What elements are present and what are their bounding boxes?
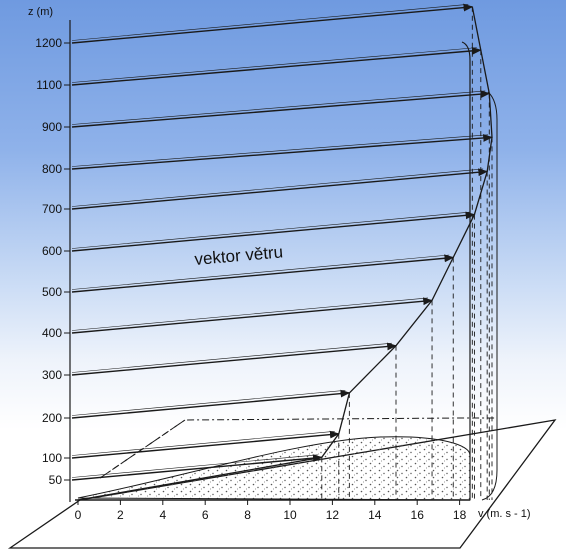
v-tick-label: 12 <box>326 508 340 522</box>
wind-vector <box>71 3 474 44</box>
wind-vector-shadow <box>71 134 489 167</box>
wind-vector-label: vektor větru <box>194 242 284 269</box>
z-tick-label: 100 <box>42 451 62 465</box>
v-tick-label: 10 <box>283 508 297 522</box>
wind-vector <box>71 134 493 170</box>
v-tick-label: 16 <box>411 508 425 522</box>
wind-vector-shadow <box>71 390 346 416</box>
wind-vector-shadow <box>71 90 486 125</box>
wind-vector <box>71 342 397 376</box>
v-tick-label: 0 <box>75 508 82 522</box>
z-tick-label: 200 <box>42 411 62 425</box>
z-tick-label: 500 <box>42 285 62 299</box>
profile-ribbon-edge <box>461 41 471 500</box>
wind-vector <box>71 168 489 210</box>
wind-vector <box>71 430 340 459</box>
z-tick-label: 300 <box>42 368 62 382</box>
z-tick-label: 50 <box>49 473 63 487</box>
v-tick-label: 8 <box>244 508 251 522</box>
wind-vector-shadow <box>71 168 484 207</box>
wind-vector <box>71 90 491 128</box>
z-tick-label: 1100 <box>36 78 62 92</box>
v-tick-label: 18 <box>453 508 467 522</box>
wind-vector <box>71 389 351 419</box>
v-tick-label: 4 <box>159 508 166 522</box>
wind-vector-shadow <box>71 211 471 249</box>
ground-stipple <box>77 436 471 501</box>
z-tick-label: 400 <box>42 326 62 340</box>
v-axis-label: v (m. s - 1) <box>478 508 531 520</box>
wind-vector-shadow <box>71 297 429 331</box>
wind-vector <box>71 211 476 252</box>
wind-vector <box>71 454 323 481</box>
wind-vector <box>71 46 482 86</box>
wind-profile-curve <box>77 6 493 501</box>
wind-vector-shadow <box>71 431 335 456</box>
wind-vector-shadow <box>71 3 469 41</box>
z-tick-label: 1200 <box>35 36 62 50</box>
z-tick-label: 900 <box>42 120 62 134</box>
wind-vector-shadow <box>71 454 318 478</box>
wind-vector-shadow <box>71 254 450 290</box>
z-tick-label: 600 <box>42 244 62 258</box>
z-tick-label: 800 <box>42 162 62 176</box>
wind-vector-shadow <box>71 342 393 373</box>
z-axis-label: z (m) <box>28 6 53 18</box>
profile-ribbon-edge-outer <box>481 91 498 501</box>
wind-vector <box>71 297 434 334</box>
wind-vector-shadow <box>71 47 477 83</box>
wind-vector <box>71 254 455 293</box>
z-tick-label: 700 <box>42 202 62 216</box>
v-tick-label: 14 <box>368 508 382 522</box>
v-tick-label: 2 <box>117 508 124 522</box>
v-tick-label: 6 <box>202 508 209 522</box>
